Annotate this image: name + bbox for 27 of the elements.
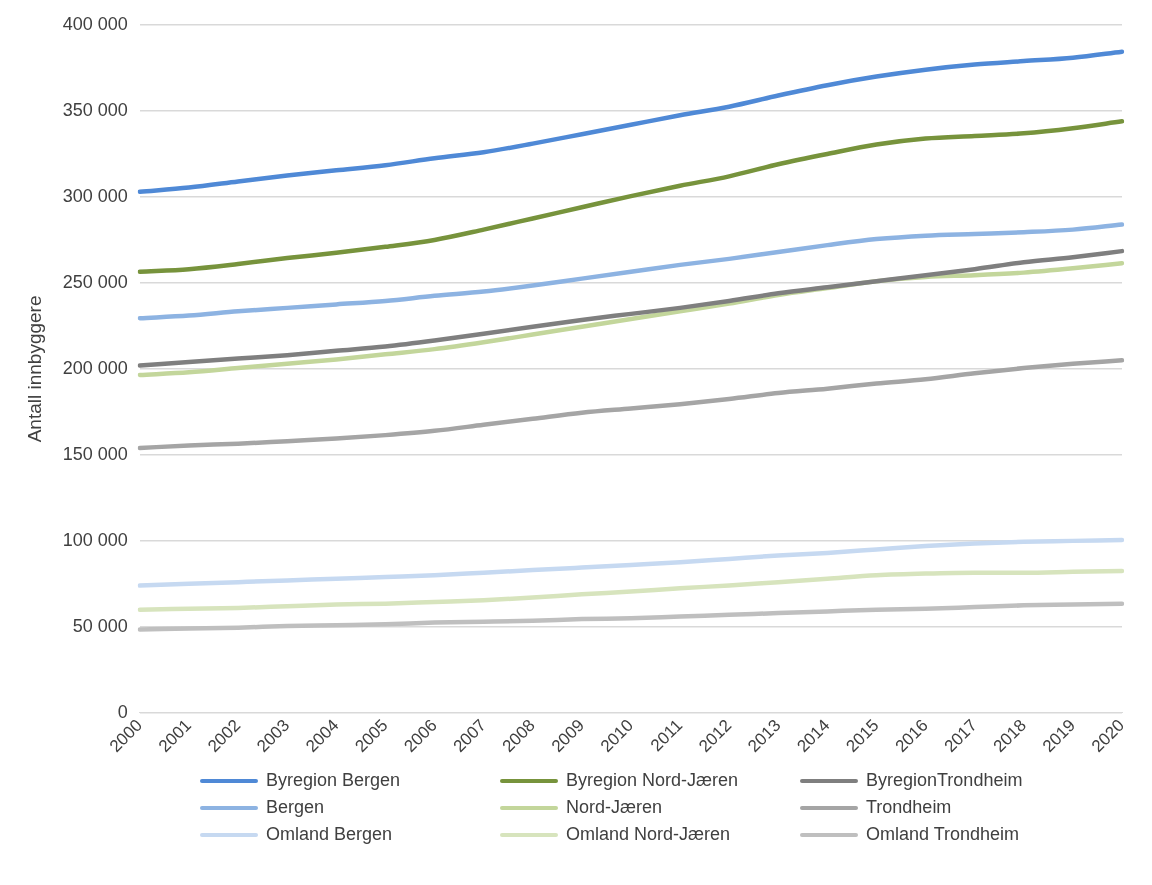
y-tick-label: 50 000 — [72, 615, 128, 636]
legend-label: Trondheim — [866, 797, 952, 818]
line-series — [137, 601, 1125, 632]
legend-label: Nord-Jæren — [566, 797, 663, 818]
legend-label: Omland Nord-Jæren — [566, 824, 731, 845]
y-tick-label: 400 000 — [62, 13, 128, 34]
y-tick-label: 300 000 — [62, 185, 128, 206]
y-tick-label: 100 000 — [62, 529, 128, 550]
line-series — [137, 537, 1125, 588]
y-tick-label: 150 000 — [62, 443, 128, 464]
legend-label: Byregion Nord-Jæren — [566, 770, 739, 791]
legend-label: Omland Bergen — [266, 824, 393, 845]
y-tick-label: 200 000 — [62, 357, 128, 378]
line-series — [137, 119, 1125, 275]
line-series — [137, 568, 1125, 612]
y-tick-label: 350 000 — [62, 99, 128, 120]
y-tick-label: 250 000 — [62, 271, 128, 292]
legend-label: Bergen — [266, 797, 325, 818]
legend-label: Byregion Bergen — [266, 770, 401, 791]
legend-label: Omland Trondheim — [866, 824, 1020, 845]
line-series — [137, 222, 1125, 321]
line-series — [137, 248, 1125, 368]
legend-label: ByregionTrondheim — [866, 770, 1023, 791]
y-tick-label: 0 — [117, 701, 128, 722]
line-series — [137, 358, 1125, 451]
line-series — [137, 49, 1125, 195]
y-axis-title: Antall innbyggere — [23, 295, 45, 443]
